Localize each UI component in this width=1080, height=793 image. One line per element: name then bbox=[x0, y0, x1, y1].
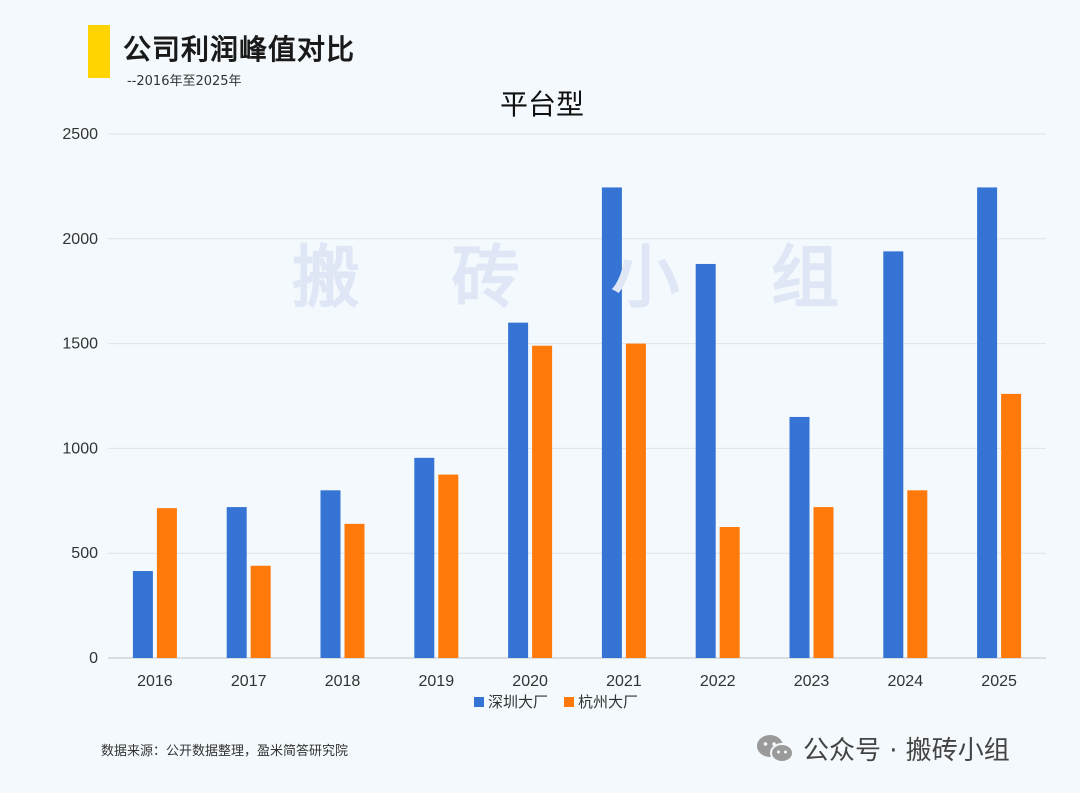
bar-series-1-2016 bbox=[132, 571, 153, 658]
x-tick-label: 2019 bbox=[419, 673, 455, 690]
bar-series-1-2025 bbox=[977, 187, 998, 658]
x-tick-label: 2022 bbox=[700, 673, 736, 690]
bar-series-2-2019 bbox=[438, 474, 459, 658]
legend-swatch bbox=[474, 697, 484, 707]
wechat-icon bbox=[757, 734, 794, 763]
grid bbox=[108, 133, 1046, 659]
legend-label: 杭州大厂 bbox=[578, 693, 638, 711]
x-tick-label: 2024 bbox=[888, 673, 924, 690]
x-axis-ticks: 2016 2017 2018 2019 2020 2021 2022 2023 2024 2025 bbox=[137, 673, 1017, 690]
bar-series-2-2016 bbox=[156, 508, 177, 658]
bar-series-1-2021 bbox=[601, 187, 622, 658]
y-tick-label: 2500 bbox=[62, 126, 98, 143]
y-tick-label: 2000 bbox=[62, 231, 98, 248]
x-tick-label: 2021 bbox=[606, 673, 642, 690]
bar-series-1-2018 bbox=[320, 490, 341, 658]
bar-series-1-2023 bbox=[789, 416, 810, 658]
bar-series-1-2024 bbox=[883, 251, 904, 658]
y-tick-label: 500 bbox=[71, 545, 98, 562]
bar-series-2-2024 bbox=[907, 490, 928, 658]
bar-series-1-2020 bbox=[508, 322, 529, 658]
watermark-text: 搬 砖 小 组 bbox=[292, 239, 874, 318]
legend-label: 深圳大厂 bbox=[488, 693, 548, 711]
bar-series-2-2017 bbox=[250, 565, 271, 658]
source-note: 数据来源：公开数据整理，盈米简答研究院 bbox=[101, 744, 349, 759]
legend: 深圳大厂 杭州大厂 bbox=[474, 693, 638, 711]
footer-brand-text: 公众号 · 搬砖小组 bbox=[803, 736, 1010, 766]
page-title: 公司利润峰值对比 bbox=[123, 33, 356, 66]
bar-series-1-2017 bbox=[226, 507, 247, 658]
bar-series-1-2022 bbox=[695, 263, 716, 658]
bar-series-2-2021 bbox=[625, 343, 646, 658]
bar-series-2-2023 bbox=[813, 507, 834, 658]
x-tick-label: 2023 bbox=[794, 673, 830, 690]
x-tick-label: 2025 bbox=[981, 673, 1017, 690]
bar-series-2-2020 bbox=[532, 345, 553, 658]
y-tick-label: 1000 bbox=[62, 440, 98, 457]
y-tick-label: 0 bbox=[89, 650, 98, 667]
bar-series-2-2025 bbox=[1001, 393, 1022, 658]
x-tick-label: 2020 bbox=[512, 673, 548, 690]
bar-series-2-2022 bbox=[719, 527, 740, 658]
y-axis-ticks: 0 500 1000 1500 2000 2500 bbox=[62, 126, 98, 667]
bar-series-2-2018 bbox=[344, 523, 365, 658]
bar-series-1-2019 bbox=[414, 457, 435, 658]
x-tick-label: 2016 bbox=[137, 673, 173, 690]
title-accent-bar bbox=[88, 25, 110, 78]
legend-swatch bbox=[564, 697, 574, 707]
page-subtitle: --2016年至2025年 bbox=[127, 74, 242, 89]
x-tick-label: 2018 bbox=[325, 673, 361, 690]
chart-title: 平台型 bbox=[500, 88, 584, 121]
y-tick-label: 1500 bbox=[62, 336, 98, 353]
x-tick-label: 2017 bbox=[231, 673, 267, 690]
footer-brand: 公众号 · 搬砖小组 bbox=[755, 730, 1010, 767]
bars bbox=[132, 187, 1022, 658]
